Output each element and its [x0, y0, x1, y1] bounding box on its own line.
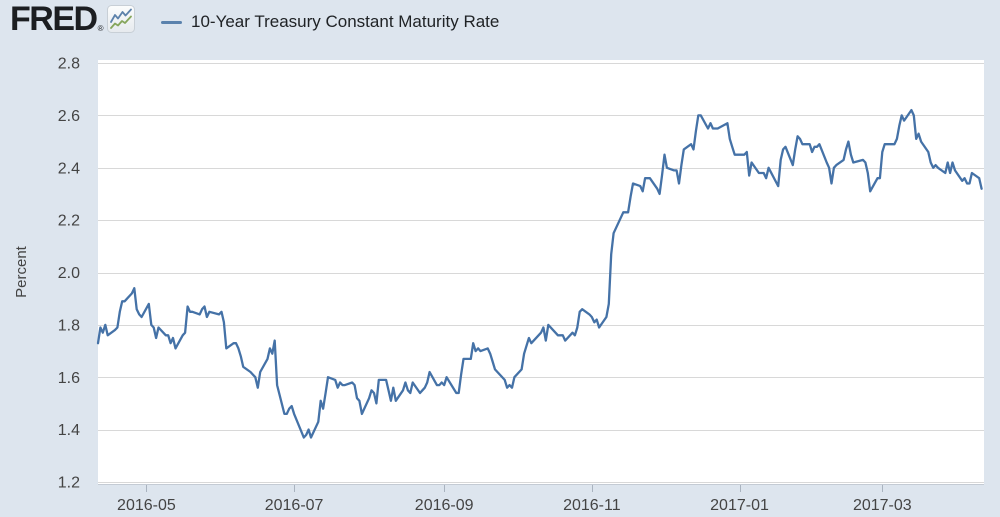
y-tick-label-2.8: 2.8 [58, 56, 80, 73]
legend-series-label: 10-Year Treasury Constant Maturity Rate [191, 12, 500, 31]
fred-logo-chart-icon [107, 5, 136, 33]
x-tick-label-2016-07: 2016-07 [265, 497, 324, 514]
legend-line-swatch [161, 20, 182, 24]
x-tick-label-2016-11: 2016-11 [563, 497, 621, 514]
chart-header: FRED ® 10-Year Treasury Constant Maturit… [0, 0, 1000, 46]
y-tick-label-1.8: 1.8 [58, 317, 80, 334]
y-axis-title: Percent [13, 245, 30, 298]
fred-logo[interactable]: FRED ® [10, 0, 136, 38]
y-tick-label-2.0: 2.0 [58, 265, 80, 282]
plot-area [98, 60, 984, 484]
legend: 10-Year Treasury Constant Maturity Rate [161, 9, 499, 35]
y-tick-label-1.6: 1.6 [58, 370, 80, 387]
y-tick-label-2.6: 2.6 [58, 108, 80, 125]
x-tick-label-2016-09: 2016-09 [415, 497, 474, 514]
fred-logo-text: FRED [10, 0, 98, 38]
y-tick-label-1.4: 1.4 [58, 422, 80, 439]
x-tick-label-2016-05: 2016-05 [117, 497, 176, 514]
y-tick-label-2.4: 2.4 [58, 160, 80, 177]
y-tick-label-2.2: 2.2 [58, 213, 80, 230]
registered-trademark-symbol: ® [97, 24, 104, 33]
x-tick-label-2017-01: 2017-01 [710, 497, 769, 514]
y-tick-label-1.2: 1.2 [58, 475, 80, 492]
x-tick-label-2017-03: 2017-03 [853, 497, 912, 514]
series-line-0[interactable] [96, 108, 983, 439]
